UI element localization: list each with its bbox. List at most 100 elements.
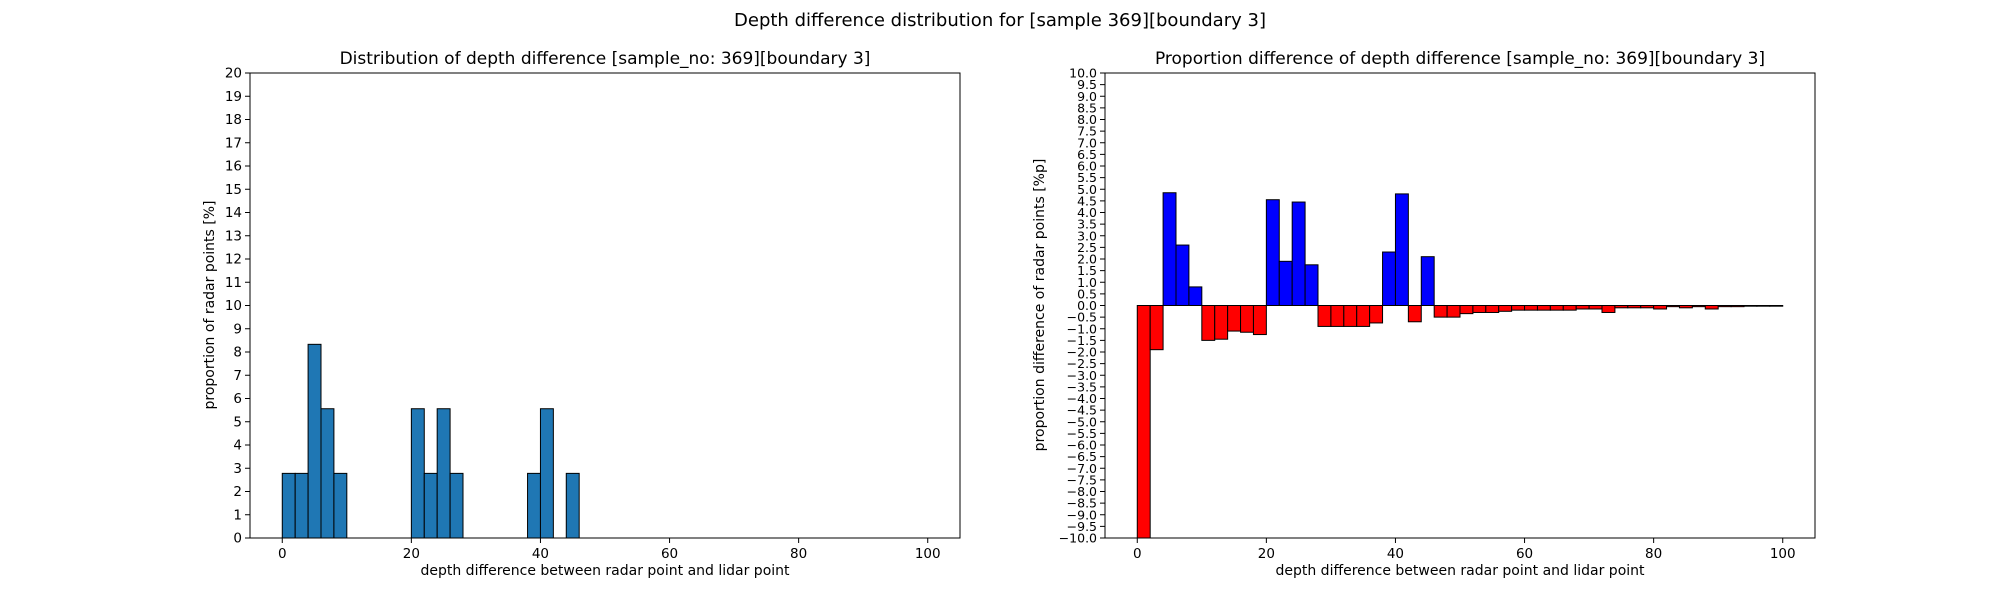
chart-proportion-difference-ytick-label-24: −2.0 [1067, 345, 1097, 360]
chart-proportion-difference-yticks: 10.09.59.08.58.07.57.06.56.05.55.04.54.0… [1059, 66, 1105, 546]
chart-depth-distribution-xtick-label-1: 20 [403, 546, 420, 562]
chart-proportion-difference-bar-35 [1588, 305, 1603, 310]
chart-depth-distribution-xtick-label-3: 60 [661, 546, 678, 562]
chart-proportion-difference-bar-30 [1524, 305, 1538, 311]
chart-proportion-difference-bar-27 [1485, 305, 1500, 313]
chart-depth-distribution-xtick-label-4: 80 [790, 546, 807, 562]
chart-depth-distribution-bar-9 [527, 472, 541, 539]
chart-proportion-difference-ytick-label-5: 7.5 [1077, 124, 1097, 139]
chart-proportion-difference-ytick-label-16: 2.0 [1077, 252, 1097, 267]
chart-proportion-difference-ytick-label-31: −5.5 [1067, 426, 1097, 441]
chart-depth-distribution-xtick-label-2: 40 [532, 546, 549, 562]
chart-depth-distribution-ytick-label-18: 18 [225, 112, 242, 128]
chart-depth-distribution-ytick-label-1: 1 [233, 507, 242, 523]
chart-proportion-difference-xticks: 0 20 40 60 80 100 [1133, 538, 1796, 562]
chart-proportion-difference-bar-29 [1511, 305, 1526, 311]
chart-proportion-difference-ytick-label-9: 5.5 [1077, 170, 1097, 185]
chart-proportion-difference-bar-6 [1214, 305, 1229, 340]
chart-proportion-difference-bar-7 [1227, 305, 1242, 332]
chart-depth-distribution-bar-6 [423, 472, 438, 539]
chart-proportion-difference-ytick-label-37: −8.5 [1067, 496, 1097, 511]
chart-proportion-difference-bar-20 [1394, 193, 1409, 306]
chart-depth-distribution-ytick-label-7: 7 [233, 368, 242, 384]
chart-proportion-difference-bar-37 [1614, 305, 1629, 309]
chart-proportion-difference-ytick-label-33: −6.5 [1067, 449, 1097, 464]
chart-proportion-difference-ytick-label-32: −6.0 [1067, 438, 1097, 453]
chart-proportion-difference-bar-10 [1265, 199, 1280, 307]
chart-proportion-difference-ytick-label-25: −2.5 [1067, 356, 1097, 371]
chart-proportion-difference-bar-32 [1549, 305, 1564, 311]
chart-proportion-difference-bar-1 [1149, 305, 1164, 351]
chart-proportion-difference-bar-34 [1575, 305, 1590, 310]
chart-proportion-difference-ytick-label-26: −3.0 [1067, 368, 1097, 383]
figure-suptitle: Depth difference distribution for [sampl… [734, 10, 1266, 31]
chart-proportion-difference-ytick-label-20: 0.0 [1077, 298, 1097, 313]
chart-depth-distribution-ytick-label-2: 2 [233, 484, 242, 500]
chart-proportion-difference-ytick-label-21: −0.5 [1067, 310, 1097, 325]
chart-proportion-difference-ytick-label-3: 8.5 [1077, 100, 1097, 115]
chart-proportion-difference-ytick-label-8: 6.0 [1077, 159, 1097, 174]
chart-proportion-difference-ytick-label-22: −1.0 [1067, 321, 1097, 336]
chart-depth-distribution-xlabel: depth difference between radar point and… [420, 563, 790, 579]
chart-proportion-difference-bar-21 [1407, 305, 1422, 323]
chart-proportion-difference-title: Proportion difference of depth differenc… [1155, 49, 1765, 69]
chart-proportion-difference-bar-45 [1717, 305, 1732, 308]
chart-proportion-difference-ytick-label-18: 1.0 [1077, 275, 1097, 290]
chart-proportion-difference-ytick-label-0: 10.0 [1069, 66, 1097, 81]
chart-proportion-difference-bar-48 [1756, 305, 1771, 307]
chart-proportion-difference-ytick-label-11: 4.5 [1077, 193, 1097, 208]
chart-depth-distribution-ytick-label-19: 19 [225, 89, 242, 105]
chart-proportion-difference-bar-3 [1175, 244, 1190, 307]
chart-depth-distribution-ytick-label-12: 12 [225, 252, 242, 268]
chart-depth-distribution-ytick-label-14: 14 [225, 205, 242, 221]
chart-proportion-difference-ytick-label-2: 9.0 [1077, 89, 1097, 104]
chart-depth-distribution-bar-8 [449, 472, 464, 539]
chart-depth-distribution-bar-4 [333, 472, 348, 539]
chart-depth-distribution-ytick-label-20: 20 [225, 66, 242, 82]
chart-proportion-difference-bar-14 [1317, 305, 1332, 327]
chart-proportion-difference-bar-38 [1627, 305, 1642, 309]
chart-proportion-difference-bar-39 [1640, 305, 1655, 309]
chart-proportion-difference-bar-5 [1201, 305, 1216, 341]
chart-proportion-difference-ytick-label-39: −9.5 [1067, 519, 1097, 534]
chart-proportion-difference: Proportion difference of depth differenc… [1032, 49, 1816, 579]
chart-proportion-difference-bar-25 [1459, 305, 1474, 315]
chart-depth-distribution-xticks: 0 20 40 60 80 100 [278, 538, 941, 562]
chart-proportion-difference-bar-28 [1498, 305, 1513, 312]
chart-proportion-difference-ytick-label-14: 3.0 [1077, 228, 1097, 243]
chart-proportion-difference-ytick-label-15: 2.5 [1077, 240, 1097, 255]
chart-proportion-difference-bar-17 [1356, 305, 1371, 327]
chart-proportion-difference-ytick-label-1: 9.5 [1077, 77, 1097, 92]
chart-proportion-difference-ytick-label-38: −9.0 [1067, 507, 1097, 522]
chart-proportion-difference-bar-24 [1446, 305, 1461, 318]
chart-proportion-difference-ytick-label-10: 5.0 [1077, 182, 1097, 197]
chart-depth-distribution-bar-11 [565, 472, 580, 539]
chart-depth-distribution-ytick-label-16: 16 [225, 159, 242, 175]
chart-depth-distribution-bar-7 [436, 408, 451, 539]
chart-proportion-difference-xtick-label-5: 100 [1770, 546, 1796, 562]
chart-proportion-difference-ytick-label-13: 3.5 [1077, 217, 1097, 232]
chart-depth-distribution-ytick-label-9: 9 [233, 321, 242, 337]
chart-depth-distribution-xtick-label-5: 100 [915, 546, 941, 562]
chart-depth-distribution-ytick-label-3: 3 [233, 461, 242, 477]
chart-proportion-difference-bar-18 [1369, 305, 1384, 324]
chart-depth-distribution-bar-3 [320, 408, 335, 539]
chart-proportion-difference-bar-8 [1240, 305, 1254, 333]
chart-proportion-difference-xtick-label-2: 40 [1387, 546, 1404, 562]
chart-depth-distribution-xtick-label-0: 0 [278, 546, 287, 562]
chart-proportion-difference-bar-41 [1666, 305, 1680, 308]
chart-proportion-difference-bar-47 [1743, 305, 1758, 307]
chart-proportion-difference-bar-40 [1653, 305, 1668, 310]
chart-proportion-difference-ytick-label-27: −3.5 [1067, 379, 1097, 394]
chart-depth-distribution-bar-2 [307, 343, 322, 539]
chart-proportion-difference-ytick-label-23: −1.5 [1067, 333, 1097, 348]
chart-proportion-difference-bar-42 [1678, 305, 1693, 309]
chart-depth-distribution-ytick-label-10: 10 [225, 298, 242, 314]
chart-proportion-difference-bar-11 [1278, 260, 1293, 307]
chart-depth-distribution-ytick-label-17: 17 [225, 135, 242, 151]
chart-proportion-difference-ytick-label-28: −4.0 [1067, 391, 1097, 406]
chart-proportion-difference-xtick-label-4: 80 [1645, 546, 1662, 562]
chart-depth-distribution-ytick-label-0: 0 [233, 531, 242, 547]
